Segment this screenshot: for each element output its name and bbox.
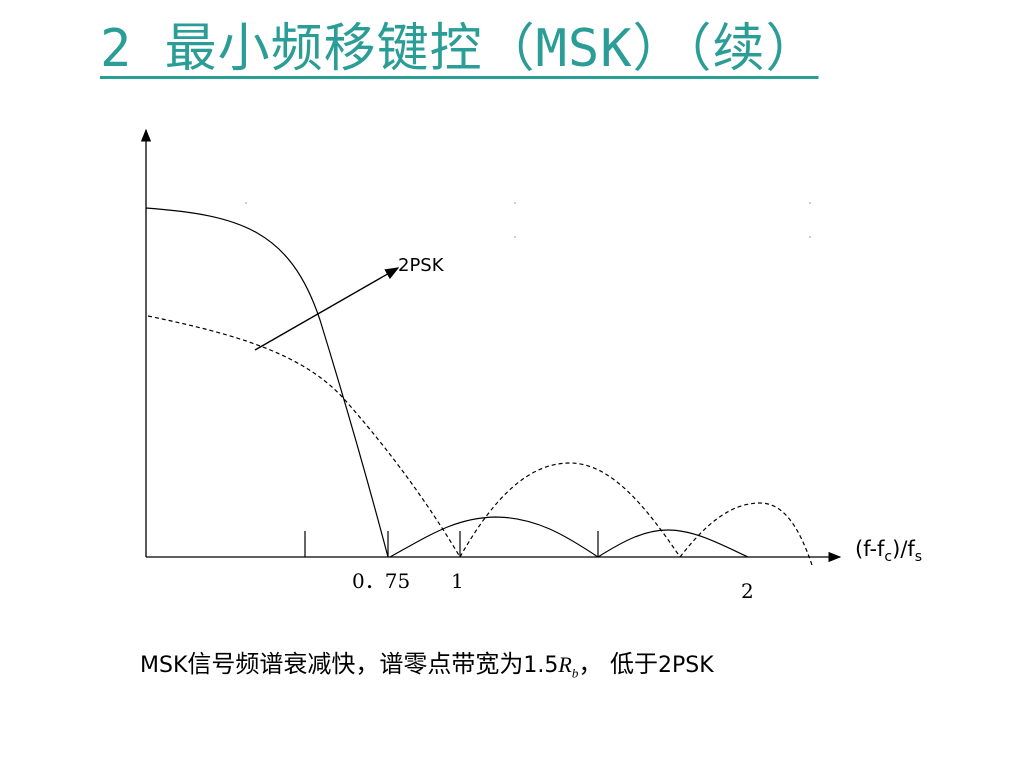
caption-text-1: 信号频谱衰减快，谱零点带宽为 (187, 650, 524, 678)
msk-spectrum-side-lobe-2 (597, 529, 749, 558)
caption-value: 1.5 (523, 653, 559, 678)
slide-title: 2 最小频移键控（MSK）（续） (100, 19, 819, 79)
artifact-dot (514, 202, 516, 204)
x-tick-label-075: 0．75 (352, 569, 410, 593)
caption-text-2: ， 低于 (578, 650, 658, 678)
artifact-dot (514, 236, 516, 238)
msk-spectrum-main-lobe (145, 207, 389, 558)
caption-2psk: 2PSK (657, 653, 714, 678)
psk-spectrum-side-lobe-2 (679, 502, 813, 566)
artifact-dot (809, 236, 811, 238)
artifact-dot (245, 202, 247, 204)
psk-series-label: 2PSK (398, 255, 445, 276)
caption-rb: Rb (558, 652, 579, 681)
psk-pointer-arrow (254, 267, 400, 351)
artifact-dot (809, 202, 811, 204)
caption: MSK信号频谱衰减快，谱零点带宽为1.5Rb， 低于2PSK (140, 644, 714, 681)
x-axis-label: (f-fc)/fs (855, 537, 922, 565)
psk-spectrum-main-lobe (147, 315, 461, 558)
psk-spectrum-side-lobe-1 (459, 462, 681, 558)
x-tick-label-2: 2 (741, 579, 754, 603)
x-tick-label-1: 1 (451, 569, 464, 593)
msk-spectrum-side-lobe-1 (389, 516, 599, 558)
caption-msk: MSK (140, 653, 188, 678)
spectrum-diagram: 2PSK (f-fc)/fs 0．75 1 2 (140, 128, 922, 603)
